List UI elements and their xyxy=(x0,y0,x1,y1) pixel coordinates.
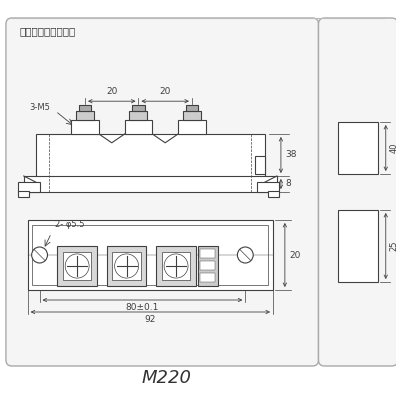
FancyBboxPatch shape xyxy=(6,18,318,366)
Bar xyxy=(112,252,141,280)
Text: 模块外型图、安装图: 模块外型图、安装图 xyxy=(20,26,76,36)
Bar xyxy=(198,246,218,286)
Bar xyxy=(338,122,378,174)
Circle shape xyxy=(32,247,48,263)
Text: 20: 20 xyxy=(106,87,118,96)
Bar xyxy=(132,105,145,111)
Bar xyxy=(18,182,40,192)
Bar xyxy=(107,246,146,286)
Bar xyxy=(28,220,273,290)
FancyBboxPatch shape xyxy=(318,18,398,366)
Bar xyxy=(257,182,279,192)
Bar xyxy=(57,246,97,286)
Bar xyxy=(338,210,378,282)
Bar xyxy=(200,249,215,258)
Text: 2- φ5.5: 2- φ5.5 xyxy=(55,220,85,229)
Text: 92: 92 xyxy=(145,315,156,324)
Text: 20: 20 xyxy=(290,250,301,260)
Bar xyxy=(200,261,215,270)
Bar xyxy=(178,120,206,134)
Bar xyxy=(186,105,198,111)
Bar xyxy=(268,191,279,197)
Text: 38: 38 xyxy=(286,150,297,160)
Bar xyxy=(24,176,277,192)
Bar xyxy=(255,156,265,174)
Text: 20: 20 xyxy=(160,87,171,96)
Text: 8: 8 xyxy=(286,180,292,188)
Text: 80±0.1: 80±0.1 xyxy=(126,303,159,312)
Text: 3-M5: 3-M5 xyxy=(29,102,50,112)
Bar xyxy=(36,134,265,182)
Text: 40: 40 xyxy=(390,143,399,153)
Bar xyxy=(18,191,29,197)
Bar xyxy=(125,120,152,134)
Bar xyxy=(76,111,94,120)
Bar xyxy=(63,252,91,280)
Bar xyxy=(79,105,91,111)
Bar xyxy=(183,111,201,120)
Bar xyxy=(200,273,215,282)
Circle shape xyxy=(237,247,253,263)
Bar xyxy=(71,120,99,134)
Bar xyxy=(130,111,148,120)
Text: M220: M220 xyxy=(141,369,191,387)
Bar xyxy=(156,246,196,286)
Bar xyxy=(32,225,268,285)
Bar xyxy=(162,252,190,280)
Text: 25: 25 xyxy=(390,241,399,251)
